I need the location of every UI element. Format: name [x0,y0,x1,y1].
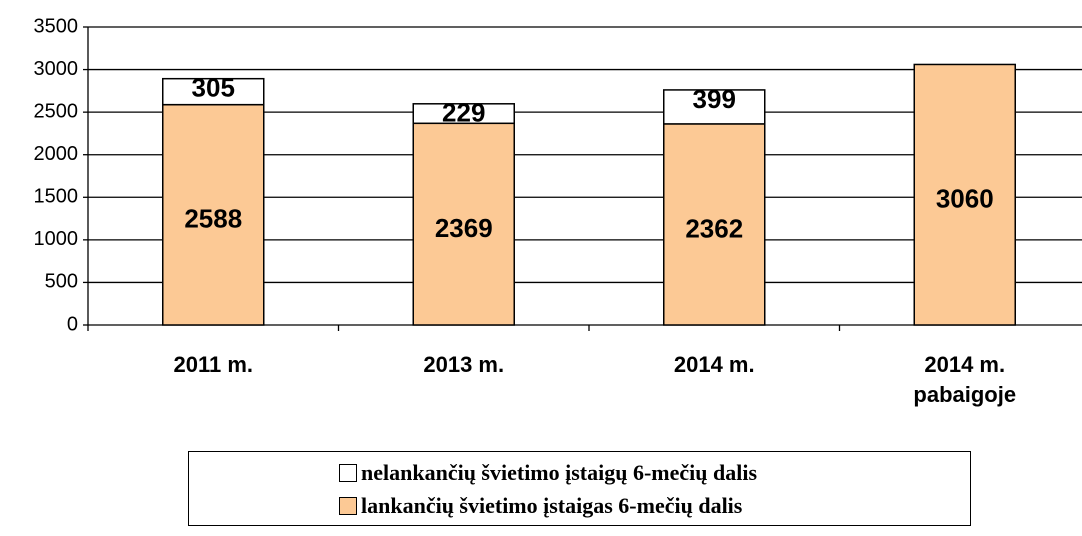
x-tick-label: 2011 m. [173,352,253,377]
data-label: 3060 [936,184,994,214]
y-tick-label: 0 [67,313,78,335]
y-tick-label: 3000 [34,58,79,80]
bar-segment [412,122,515,326]
legend-item: lankančių švietimo įstaigas 6-mečių dali… [339,491,742,521]
bar-segment [412,103,515,125]
legend-swatch [339,464,357,482]
data-label: 399 [693,84,736,114]
y-tick-label: 1500 [34,186,79,208]
bar-segment [913,63,1016,326]
bar-segment [162,103,265,326]
y-tick-label: 2000 [34,143,79,165]
data-label: 229 [442,98,485,128]
bar-segment [663,89,766,125]
x-tick-label: 2013 m. [423,352,505,377]
y-tick-label: 3500 [34,15,79,37]
bar-segment [162,77,265,106]
legend-label: nelankančių švietimo įstaigų 6-mečių dal… [361,460,758,485]
data-label: 2369 [435,213,493,243]
data-label: 305 [192,73,235,103]
y-tick-label: 500 [45,271,78,293]
y-tick-label: 2500 [34,100,79,122]
legend-label: lankančių švietimo įstaigas 6-mečių dali… [361,493,743,518]
legend-swatch [339,497,357,515]
data-label: 2588 [184,204,242,234]
x-tick-label: 2014 m. [673,352,755,377]
chart: 0 500 1000 1500 2000 2500 3000 3500 2588 305 2369 2… [34,15,1082,335]
data-label: 2362 [685,213,743,243]
y-tick-label: 1000 [34,228,79,250]
x-tick-label: 2014 m. pabaigoje [913,352,1017,407]
legend-item: nelankančių švietimo įstaigų 6-mečių dal… [339,458,757,488]
bar-segment [663,123,766,326]
legend: nelankančių švietimo įstaigų 6-mečių dal… [188,451,971,526]
